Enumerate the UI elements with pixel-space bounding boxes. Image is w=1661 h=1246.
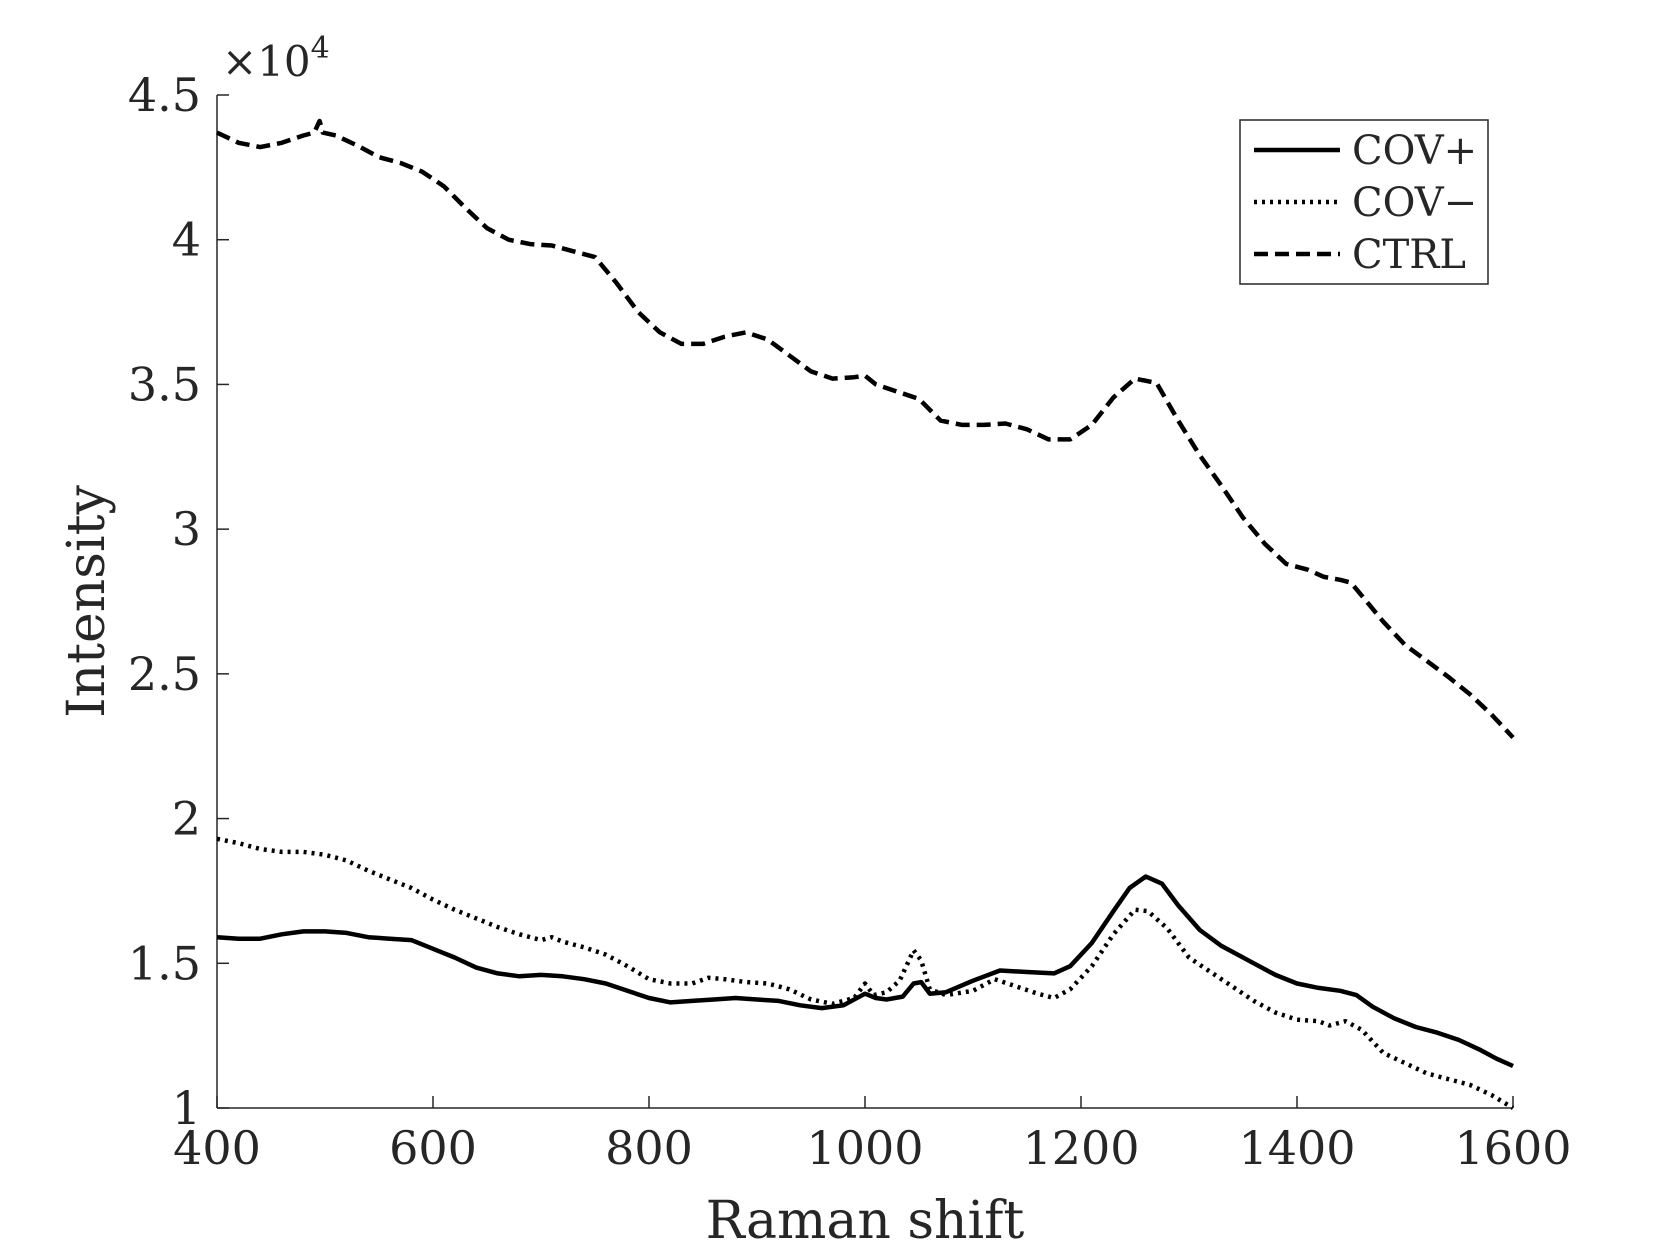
x-ticks: 400 600 800 1000 1200 1400 1600 bbox=[173, 1096, 1572, 1175]
x-tick-label: 1000 bbox=[806, 1121, 923, 1175]
y-multiplier-exponent: 4 bbox=[311, 31, 330, 66]
x-tick-label: 400 bbox=[173, 1121, 261, 1175]
y-tick-label: 2.5 bbox=[128, 647, 201, 701]
legend-items: COV+ COV− CTRL bbox=[1254, 128, 1477, 278]
series-line-cov-0 bbox=[216, 874, 1514, 1069]
legend-box bbox=[1239, 119, 1489, 285]
x-tick-label: 1400 bbox=[1238, 1121, 1355, 1175]
legend-label: CTRL bbox=[1352, 232, 1466, 278]
x-tick-label: 800 bbox=[605, 1121, 693, 1175]
y-tick-label: 1.5 bbox=[128, 936, 201, 990]
x-tick-label: 600 bbox=[389, 1121, 477, 1175]
y-axis-multiplier: ×104 bbox=[222, 31, 330, 86]
legend: COV+ COV− CTRL bbox=[1239, 119, 1489, 285]
x-tick-label: 1600 bbox=[1454, 1121, 1571, 1175]
x-tick-label: 1200 bbox=[1022, 1121, 1139, 1175]
legend-label: COV+ bbox=[1352, 128, 1477, 174]
y-multiplier-base: ×10 bbox=[222, 37, 311, 86]
series-layer bbox=[216, 118, 1515, 1110]
y-tick-label: 3 bbox=[172, 502, 201, 556]
y-tick-label: 1 bbox=[172, 1081, 201, 1135]
legend-label: COV− bbox=[1352, 180, 1477, 226]
y-tick-label: 2 bbox=[172, 792, 201, 846]
x-axis-label: Raman shift bbox=[706, 1191, 1025, 1246]
y-tick-label: 3.5 bbox=[128, 357, 201, 411]
y-ticks: 1 1.5 2 2.5 3 3.5 4 4.5 bbox=[128, 68, 229, 1135]
y-tick-label: 4.5 bbox=[128, 68, 201, 122]
y-tick-label: 4 bbox=[172, 213, 201, 267]
y-axis-label: Intensity bbox=[57, 484, 117, 717]
